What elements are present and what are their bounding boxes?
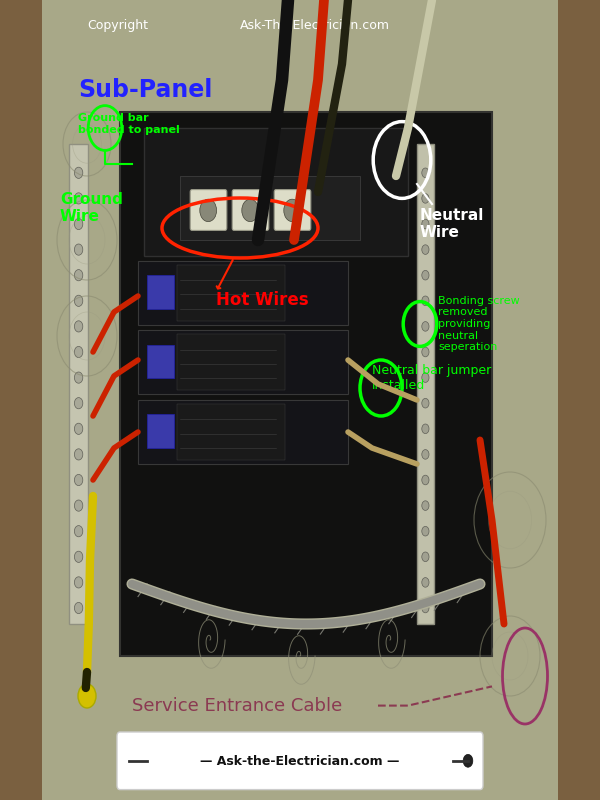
Circle shape <box>74 602 83 614</box>
Circle shape <box>74 167 83 178</box>
Bar <box>144 128 408 256</box>
Bar <box>138 400 348 464</box>
Circle shape <box>74 474 83 486</box>
Bar <box>177 404 285 460</box>
FancyBboxPatch shape <box>190 190 227 230</box>
Text: Sub-Panel: Sub-Panel <box>78 78 212 102</box>
Circle shape <box>422 450 429 459</box>
Bar <box>69 144 88 624</box>
Text: Ground
Wire: Ground Wire <box>60 192 123 224</box>
Circle shape <box>422 270 429 280</box>
Bar <box>147 345 174 378</box>
Circle shape <box>422 526 429 536</box>
Bar <box>417 144 434 624</box>
Text: Neutral bar jumper
installed: Neutral bar jumper installed <box>372 363 491 391</box>
Text: Ask-The-Electrician.com: Ask-The-Electrician.com <box>240 19 390 32</box>
Circle shape <box>422 475 429 485</box>
Circle shape <box>463 754 473 767</box>
Circle shape <box>422 322 429 331</box>
Bar <box>147 414 174 448</box>
Text: Bonding screw
removed
providing
neutral
seperation: Bonding screw removed providing neutral … <box>438 296 520 352</box>
Circle shape <box>422 347 429 357</box>
Circle shape <box>242 199 259 222</box>
FancyBboxPatch shape <box>232 190 269 230</box>
Circle shape <box>422 168 429 178</box>
Text: — Ask-the-Electrician.com —: — Ask-the-Electrician.com — <box>200 755 400 768</box>
FancyBboxPatch shape <box>274 190 311 230</box>
Circle shape <box>422 245 429 254</box>
Bar <box>177 334 285 390</box>
Circle shape <box>422 194 429 203</box>
Circle shape <box>74 500 83 511</box>
Circle shape <box>74 295 83 306</box>
Circle shape <box>74 321 83 332</box>
Circle shape <box>78 684 96 708</box>
Circle shape <box>74 193 83 204</box>
Circle shape <box>422 424 429 434</box>
Circle shape <box>74 346 83 358</box>
Circle shape <box>74 526 83 537</box>
Text: Hot Wires: Hot Wires <box>216 291 308 309</box>
Circle shape <box>74 244 83 255</box>
Circle shape <box>422 501 429 510</box>
Circle shape <box>74 551 83 562</box>
Text: Service Entrance Cable: Service Entrance Cable <box>132 697 342 714</box>
Circle shape <box>74 423 83 434</box>
Circle shape <box>74 218 83 230</box>
Circle shape <box>422 373 429 382</box>
Bar <box>138 261 348 325</box>
Bar <box>147 275 174 309</box>
Bar <box>180 176 360 240</box>
Bar <box>177 265 285 321</box>
FancyBboxPatch shape <box>117 732 483 790</box>
Circle shape <box>422 296 429 306</box>
Circle shape <box>422 219 429 229</box>
Bar <box>138 330 348 394</box>
Bar <box>558 0 600 800</box>
Circle shape <box>74 577 83 588</box>
Text: Copyright: Copyright <box>87 19 148 32</box>
Circle shape <box>74 449 83 460</box>
Bar <box>120 112 492 656</box>
Text: Ground bar
bonded to panel: Ground bar bonded to panel <box>78 114 180 134</box>
Circle shape <box>422 552 429 562</box>
Circle shape <box>200 199 217 222</box>
Circle shape <box>284 199 301 222</box>
Circle shape <box>74 398 83 409</box>
Circle shape <box>422 603 429 613</box>
Circle shape <box>422 578 429 587</box>
Text: Neutral
Wire: Neutral Wire <box>420 208 484 240</box>
Circle shape <box>74 270 83 281</box>
Bar <box>0 0 42 800</box>
Bar <box>42 0 558 800</box>
Circle shape <box>422 398 429 408</box>
Circle shape <box>74 372 83 383</box>
